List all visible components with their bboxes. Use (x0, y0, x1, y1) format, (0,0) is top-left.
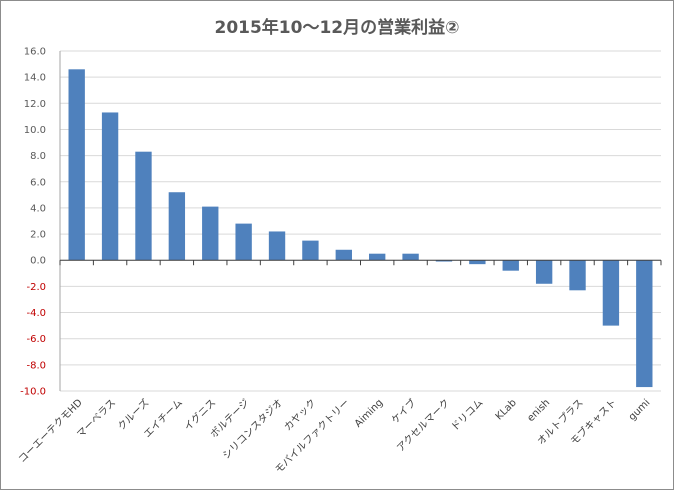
y-tick-label: 2.0 (30, 230, 46, 241)
bar (268, 231, 286, 261)
y-tick-label: 14.0 (24, 73, 46, 84)
y-tick-label: 0.0 (30, 256, 46, 267)
bar (535, 260, 553, 284)
x-category-label: KLab (494, 397, 519, 422)
y-tick-label: -4.0 (26, 308, 46, 319)
bar (135, 151, 152, 261)
y-tick-label: -8.0 (26, 360, 46, 371)
bar (435, 260, 453, 262)
x-category-label: ケイブ (388, 396, 418, 426)
chart-title: 2015年10〜12月の営業利益② (214, 18, 460, 38)
bar (202, 206, 219, 261)
y-tick-label: 10.0 (24, 125, 46, 136)
bar (402, 253, 419, 261)
bar (636, 260, 653, 388)
y-tick-label: -10.0 (20, 387, 46, 398)
bar (168, 192, 186, 261)
y-tick-label: 12.0 (24, 99, 46, 110)
x-category-label: シリコンスタジオ (220, 397, 285, 462)
y-tick-label: 6.0 (30, 177, 46, 188)
bar (335, 249, 352, 261)
y-tick-label: -6.0 (26, 334, 46, 345)
bar (101, 112, 119, 261)
y-tick-label: 4.0 (30, 203, 46, 214)
bar (502, 260, 519, 271)
x-category-label: gumi (627, 397, 653, 423)
x-category-label: ドリコム (449, 397, 486, 434)
y-tick-label: 16.0 (24, 47, 46, 58)
bar (602, 260, 620, 326)
bar (469, 260, 486, 265)
bar (569, 260, 586, 291)
bar (68, 69, 85, 261)
bar (369, 253, 386, 261)
y-tick-label: 8.0 (30, 151, 46, 162)
x-category-label: Aiming (353, 397, 385, 429)
x-category-label: コーエーテクモHD (16, 396, 85, 465)
x-category-label: enish (526, 397, 553, 424)
bar (235, 223, 252, 261)
bar (302, 240, 319, 261)
y-tick-label: -2.0 (26, 282, 46, 293)
